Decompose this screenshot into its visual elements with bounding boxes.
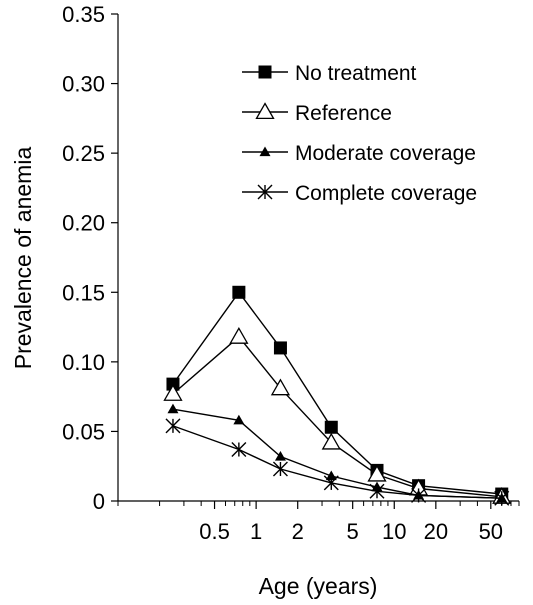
- data-point-no-treatment: [324, 420, 338, 434]
- data-point-complete-coverage: [323, 475, 339, 491]
- data-series: [163, 285, 512, 506]
- y-tick-label: 0.25: [62, 141, 105, 166]
- data-point-moderate-coverage: [325, 470, 337, 481]
- x-tick-label: 1: [250, 519, 262, 544]
- y-tick-label: 0: [93, 489, 105, 514]
- y-tick-label: 0.35: [62, 2, 105, 27]
- series-line-complete-coverage: [172, 425, 502, 499]
- x-tick-label: 20: [424, 519, 448, 544]
- data-point-complete-coverage: [369, 483, 385, 499]
- series-complete-coverage: [165, 418, 510, 506]
- data-point-reference: [163, 384, 183, 401]
- data-point-no-treatment: [232, 285, 246, 299]
- data-point-complete-coverage: [165, 418, 181, 434]
- legend-item-reference: Reference: [242, 102, 392, 125]
- axes: [117, 14, 519, 502]
- y-tick-label: 0.15: [62, 280, 105, 305]
- data-point-moderate-coverage: [167, 403, 179, 414]
- legend-item-complete-coverage: Complete coverage: [242, 182, 477, 205]
- x-tick-label: 2: [292, 519, 304, 544]
- legend-marker-no-treatment: [258, 65, 272, 79]
- legend-item-no-treatment: No treatment: [242, 62, 417, 85]
- ticks: 0 0.05 0.10 0.15 0.20 0.25 0.30 0.35 0.5 1 2 5 10 20 5…: [62, 2, 520, 544]
- y-tick-label: 0.05: [62, 419, 105, 444]
- data-point-complete-coverage: [494, 490, 510, 506]
- series-no-treatment: [166, 285, 509, 501]
- legend-item-moderate-coverage: Moderate coverage: [242, 142, 476, 165]
- x-axis-title: Age (years): [259, 573, 378, 599]
- series-line-no-treatment: [172, 291, 502, 495]
- y-tick-label: 0.20: [62, 211, 105, 236]
- legend-marker-moderate-coverage: [259, 146, 271, 157]
- series-moderate-coverage: [167, 403, 508, 503]
- legend-label: No treatment: [295, 62, 417, 85]
- legend: No treatment Reference Moderate coverage Co…: [242, 62, 477, 205]
- legend-marker-complete-coverage: [257, 184, 273, 200]
- y-tick-label: 0.10: [62, 350, 105, 375]
- legend-label: Moderate coverage: [295, 142, 476, 165]
- data-point-reference: [321, 432, 341, 450]
- data-point-complete-coverage: [231, 442, 247, 458]
- y-axis-title: Prevalence of anemia: [10, 147, 36, 370]
- x-tick-label: 10: [382, 519, 406, 544]
- data-point-reference: [229, 327, 249, 344]
- x-tick-label: 5: [347, 519, 359, 544]
- legend-label: Complete coverage: [295, 182, 477, 205]
- legend-marker-reference: [255, 102, 275, 120]
- data-point-moderate-coverage: [233, 414, 245, 425]
- x-tick-label: 50: [479, 519, 503, 544]
- y-tick-label: 0.30: [62, 72, 105, 97]
- data-point-reference: [270, 378, 291, 396]
- data-point-complete-coverage: [272, 461, 288, 477]
- data-point-complete-coverage: [411, 487, 427, 503]
- data-point-moderate-coverage: [274, 450, 286, 461]
- data-point-no-treatment: [273, 341, 287, 355]
- data-point-reference: [367, 464, 387, 482]
- x-tick-label: 0.5: [199, 519, 230, 544]
- legend-label: Reference: [295, 102, 392, 125]
